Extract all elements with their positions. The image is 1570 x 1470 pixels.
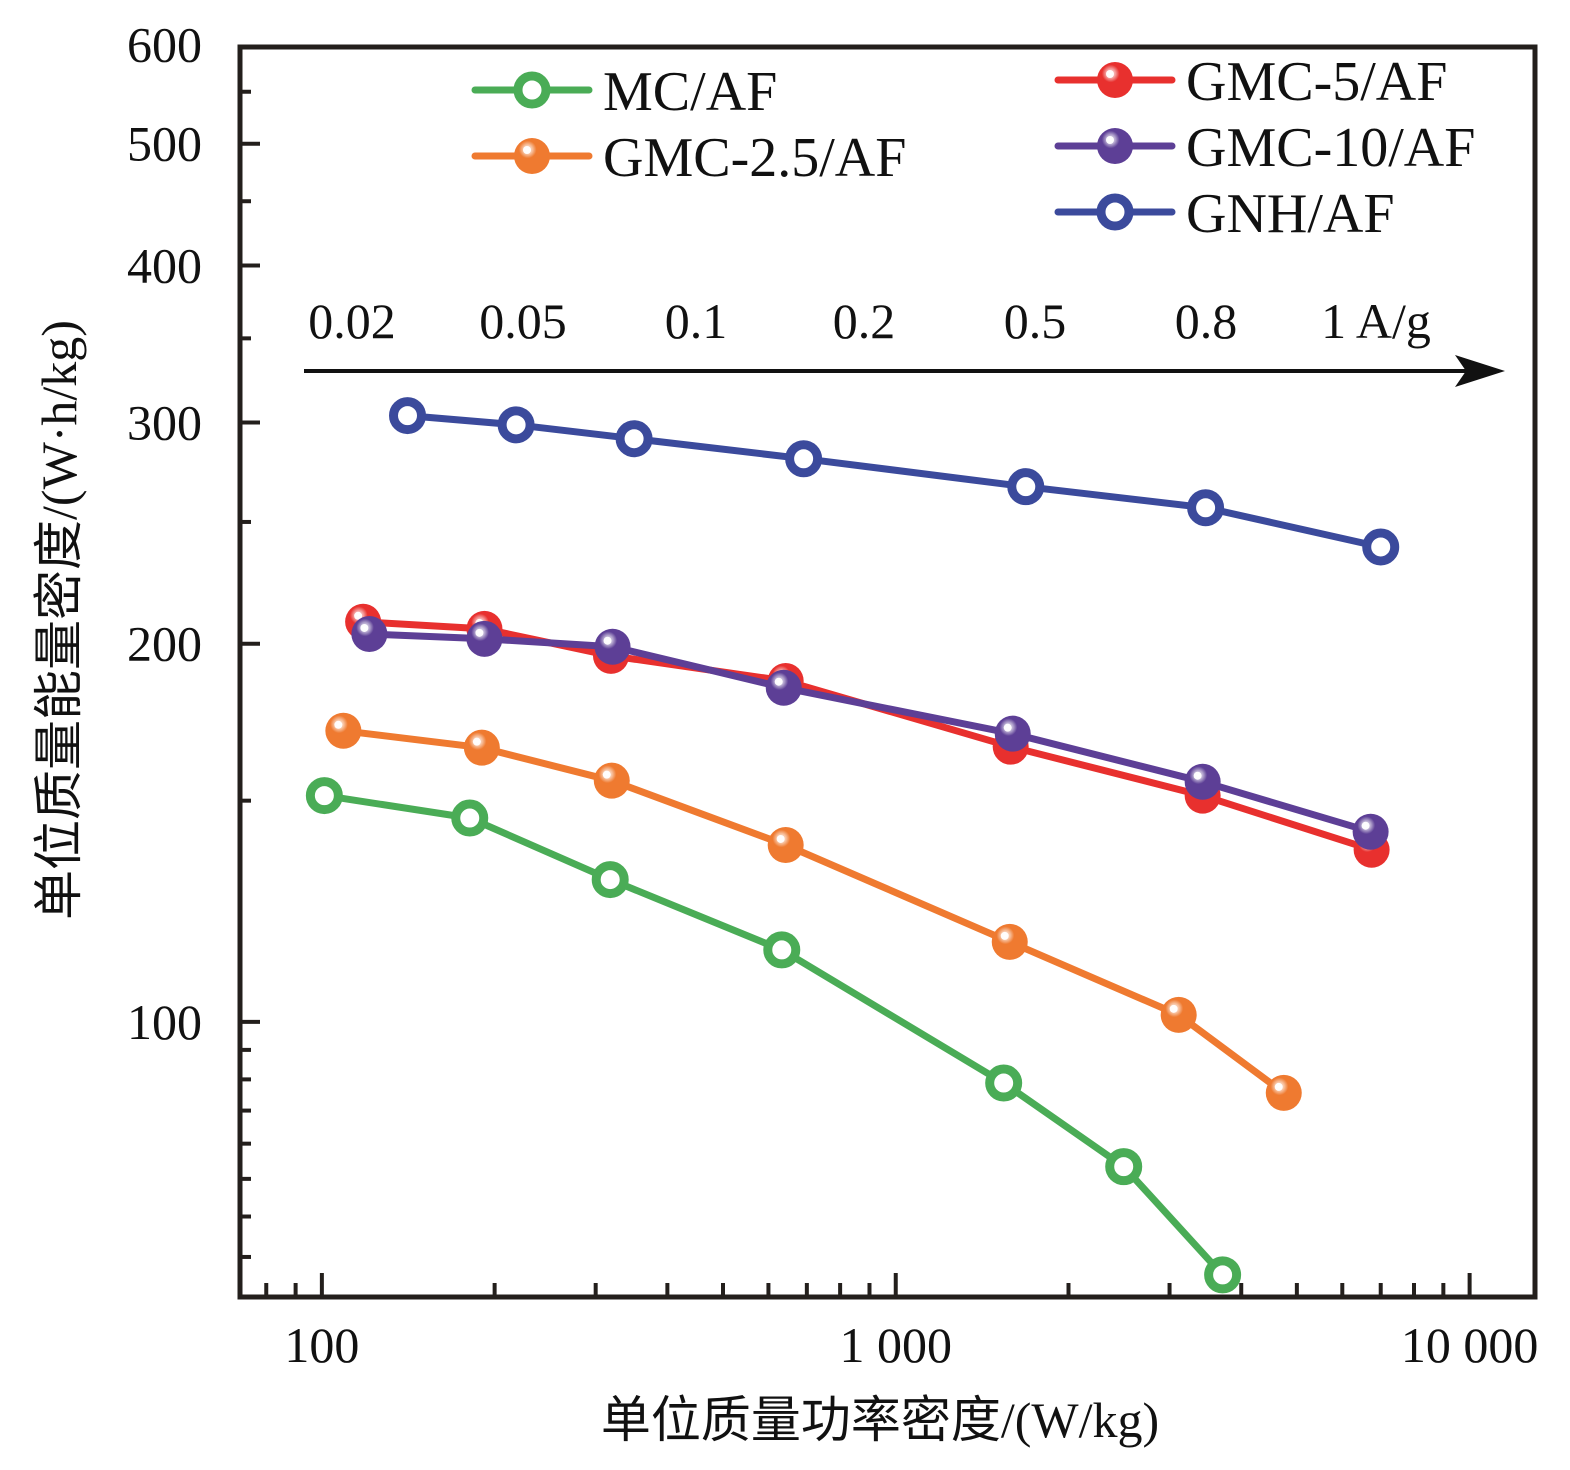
series-line (323, 792, 1226, 1278)
current-density-arrow-head (1455, 355, 1505, 387)
y-axis-tick-labels: 100 200 300 400 500 600 (127, 16, 202, 1050)
data-point (593, 762, 630, 799)
data-point (991, 923, 1028, 960)
y-tick-label: 600 (127, 16, 202, 72)
data-point (497, 406, 535, 444)
legend-item: GMC-5/AF (1054, 51, 1447, 113)
legend-item: MC/AF (471, 61, 777, 123)
y-tick-label: 300 (127, 394, 202, 450)
series-layer (305, 397, 1400, 1294)
y-axis-ticks (240, 89, 260, 1259)
data-point (785, 440, 823, 478)
current-density-label: 1 A/g (1321, 293, 1431, 349)
x-tick-label: 100 (284, 1317, 359, 1373)
current-density-label: 0.5 (1004, 293, 1067, 349)
data-point (351, 615, 388, 652)
x-axis-title: 单位质量功率密度/(W/kg) (601, 1392, 1159, 1448)
current-density-annotation: 0.02 0.05 0.1 0.2 0.5 0.8 1 A/g (304, 293, 1505, 387)
data-point (1204, 1256, 1242, 1294)
current-density-labels: 0.02 0.05 0.1 0.2 0.5 0.8 1 A/g (308, 293, 1431, 349)
current-density-label: 0.02 (308, 293, 396, 349)
x-axis-tick-labels: 100 1 000 10 000 (284, 1317, 1538, 1373)
legend-marker (1096, 193, 1134, 231)
current-density-label: 0.05 (479, 293, 567, 349)
legend-marker (1097, 128, 1133, 164)
legend-label: MC/AF (603, 61, 777, 123)
series-gmc-10-af (351, 615, 1389, 850)
data-point (763, 931, 801, 969)
data-point (615, 420, 653, 458)
data-point (1352, 813, 1389, 850)
y-tick-label: 400 (127, 237, 202, 293)
data-point (389, 397, 427, 435)
data-point (325, 712, 362, 749)
plot-frame (237, 44, 1538, 1300)
legend-marker (1097, 62, 1133, 98)
current-density-label: 0.1 (665, 293, 728, 349)
data-point (591, 861, 629, 899)
data-point (1184, 763, 1221, 800)
data-point (1160, 996, 1197, 1033)
legend-label: GMC-2.5/AF (603, 127, 906, 189)
series-gmc-2-5-af (325, 712, 1302, 1111)
data-point (463, 729, 500, 766)
legend-marker (513, 71, 551, 109)
y-tick-label: 500 (127, 116, 202, 172)
data-point (1265, 1074, 1302, 1111)
data-point (1105, 1148, 1143, 1186)
legend-label: GMC-5/AF (1186, 51, 1447, 113)
x-tick-label: 10 000 (1401, 1317, 1539, 1373)
y-tick-label: 200 (127, 616, 202, 672)
legend-item: GMC-2.5/AF (471, 127, 906, 189)
data-point (451, 799, 489, 837)
data-point (1187, 489, 1225, 527)
series-line (407, 412, 1382, 551)
data-point (767, 826, 804, 863)
legend-label: GMC-10/AF (1186, 117, 1475, 179)
x-axis-ticks (264, 1273, 1472, 1297)
legend-marker (514, 138, 550, 174)
data-point (994, 715, 1031, 752)
data-point (1007, 468, 1045, 506)
y-tick-label: 100 (127, 994, 202, 1050)
data-point (466, 620, 503, 657)
data-point (985, 1064, 1023, 1102)
legend-label: GNH/AF (1186, 183, 1394, 245)
current-density-label: 0.8 (1175, 293, 1238, 349)
legend-item: GMC-10/AF (1054, 117, 1475, 179)
y-axis-title: 单位质量能量密度/(W·h/kg) (31, 320, 87, 920)
data-point (1362, 528, 1400, 566)
series-line (342, 727, 1286, 1096)
data-point (594, 628, 631, 665)
series-gnh-af (389, 397, 1400, 566)
series-mc-af (305, 777, 1242, 1294)
current-density-label: 0.2 (833, 293, 896, 349)
series-line (362, 618, 1373, 854)
data-point (305, 777, 343, 815)
x-tick-label: 1 000 (839, 1317, 952, 1373)
data-point (765, 669, 802, 706)
legend-item: GNH/AF (1054, 183, 1394, 245)
